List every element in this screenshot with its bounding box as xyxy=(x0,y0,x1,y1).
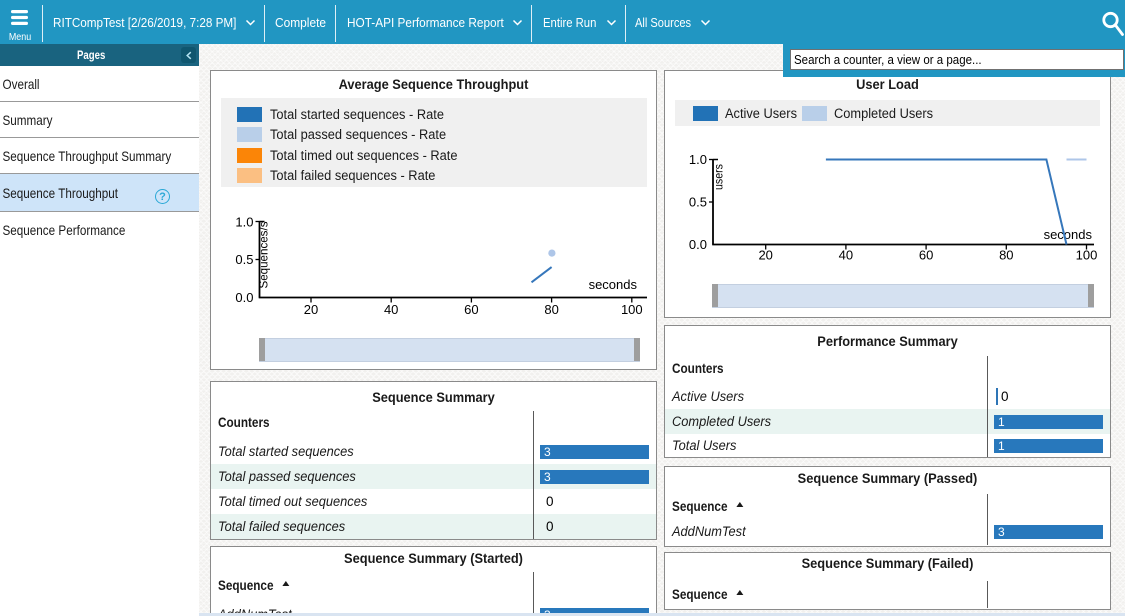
svg-text:40: 40 xyxy=(839,248,853,263)
svg-text:0.0: 0.0 xyxy=(689,237,707,252)
svg-text:1.0: 1.0 xyxy=(235,215,253,230)
svg-text:80: 80 xyxy=(999,248,1013,263)
svg-text:0.0: 0.0 xyxy=(235,290,253,305)
svg-text:20: 20 xyxy=(758,248,772,263)
svg-text:100: 100 xyxy=(621,302,643,317)
svg-text:20: 20 xyxy=(304,302,318,317)
svg-text:60: 60 xyxy=(464,302,478,317)
svg-text:Sequences/s: Sequences/s xyxy=(257,222,271,289)
svg-text:0.5: 0.5 xyxy=(235,252,253,267)
svg-text:0.5: 0.5 xyxy=(689,195,707,210)
svg-text:1.0: 1.0 xyxy=(689,152,707,167)
svg-text:80: 80 xyxy=(544,302,558,317)
svg-text:100: 100 xyxy=(1076,248,1098,263)
svg-text:users: users xyxy=(712,164,726,190)
svg-text:seconds: seconds xyxy=(589,277,638,292)
svg-text:60: 60 xyxy=(919,248,933,263)
svg-text:seconds: seconds xyxy=(1044,227,1093,242)
svg-text:40: 40 xyxy=(384,302,398,317)
